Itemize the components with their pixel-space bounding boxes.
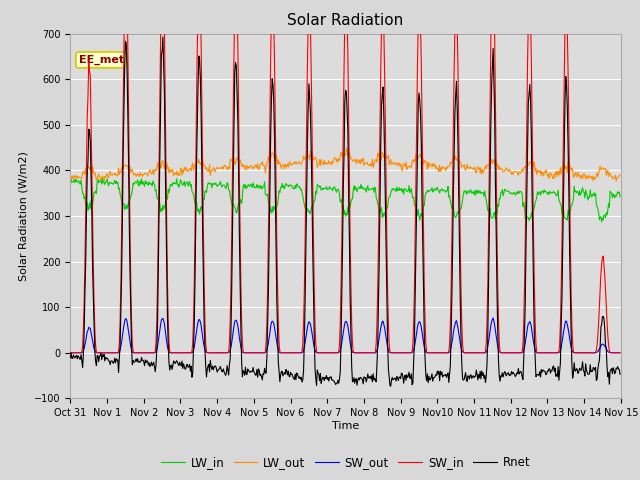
LW_out: [189, 160, 196, 166]
LW_in: [77, 181, 84, 187]
Line: SW_in: SW_in: [70, 0, 620, 353]
Rnet: [159, 34, 167, 40]
Line: LW_out: LW_out: [70, 148, 620, 181]
LW_in: [99, 175, 106, 181]
SW_out: [616, 350, 624, 356]
Rnet: [189, 346, 197, 351]
SW_in: [616, 350, 624, 356]
LW_out: [612, 178, 620, 184]
LW_out: [616, 172, 624, 178]
Rnet: [77, 356, 84, 362]
SW_in: [133, 350, 141, 356]
Rnet: [616, 372, 624, 377]
Rnet: [413, 145, 421, 151]
SW_out: [67, 350, 74, 356]
LW_in: [219, 183, 227, 189]
LW_in: [67, 181, 74, 187]
Rnet: [67, 355, 74, 360]
Title: Solar Radiation: Solar Radiation: [287, 13, 404, 28]
Line: Rnet: Rnet: [70, 37, 620, 386]
LW_in: [616, 194, 624, 200]
SW_in: [189, 319, 197, 325]
SW_in: [429, 350, 436, 356]
LW_out: [67, 177, 74, 182]
LW_out: [429, 161, 436, 167]
SW_in: [219, 350, 227, 356]
LW_out: [413, 151, 420, 156]
SW_out: [428, 350, 436, 356]
Rnet: [219, 369, 227, 374]
LW_out: [342, 145, 350, 151]
SW_in: [77, 350, 84, 356]
LW_out: [77, 175, 84, 180]
Line: SW_out: SW_out: [70, 318, 620, 353]
LW_in: [429, 189, 436, 195]
SW_out: [77, 350, 84, 356]
SW_in: [413, 121, 420, 127]
Y-axis label: Solar Radiation (W/m2): Solar Radiation (W/m2): [19, 151, 29, 281]
SW_out: [189, 349, 196, 355]
Text: EE_met: EE_met: [79, 55, 124, 65]
X-axis label: Time: Time: [332, 421, 359, 431]
LW_out: [218, 166, 226, 171]
LW_in: [189, 191, 197, 197]
Rnet: [387, 384, 394, 389]
LW_in: [134, 177, 141, 183]
Line: LW_in: LW_in: [70, 178, 620, 222]
LW_out: [133, 171, 141, 177]
Rnet: [429, 375, 437, 381]
SW_out: [412, 335, 420, 341]
LW_in: [598, 219, 605, 225]
SW_out: [490, 315, 497, 321]
SW_out: [133, 350, 141, 356]
LW_in: [413, 208, 420, 214]
Legend: LW_in, LW_out, SW_out, SW_in, Rnet: LW_in, LW_out, SW_out, SW_in, Rnet: [156, 452, 535, 474]
SW_in: [67, 350, 74, 356]
Rnet: [133, 359, 141, 364]
SW_out: [218, 350, 226, 356]
